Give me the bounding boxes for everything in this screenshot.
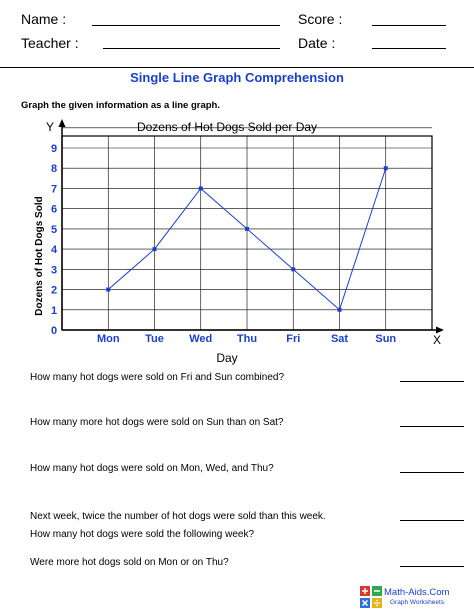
date-label: Date : [298, 35, 336, 51]
name-field[interactable] [92, 25, 280, 26]
data-point [245, 226, 249, 231]
data-point [383, 166, 388, 171]
instruction-text: Graph the given information as a line gr… [21, 100, 221, 111]
data-point [152, 247, 157, 252]
logo-name[interactable]: Math-Aids.Com [384, 587, 450, 598]
y-tick-label: 9 [51, 143, 57, 155]
line-chart: Y X Dozens of Hot Dogs Sold per Day Day … [34, 119, 444, 365]
x-tick-labels: Mon Tue Wed Thu Fri Sat Sun [97, 333, 396, 345]
data-point [106, 287, 111, 292]
y-tick-label: 4 [51, 244, 58, 256]
x-tick-label: Sat [331, 333, 348, 345]
x-tick-label: Sun [375, 333, 396, 345]
y-tick-labels: 0 1 2 3 4 5 6 7 8 9 [51, 143, 58, 337]
y-axis-letter: Y [46, 120, 54, 134]
question-4-line-1: Next week, twice the number of hot dogs … [30, 511, 326, 522]
x-tick-label: Tue [145, 333, 164, 345]
logo-subtitle: Graph Worksheets [390, 599, 445, 606]
y-tick-label: 7 [51, 183, 57, 195]
date-field[interactable] [372, 48, 446, 49]
y-tick-label: 5 [51, 224, 57, 236]
score-field[interactable] [372, 25, 446, 26]
worksheet-title: Single Line Graph Comprehension [130, 70, 344, 85]
y-tick-label: 6 [51, 204, 57, 216]
y-tick-label: 3 [51, 264, 57, 276]
name-label: Name : [21, 11, 67, 27]
x-tick-label: Mon [97, 333, 120, 345]
answer-line-2[interactable] [400, 426, 464, 427]
data-point [337, 307, 342, 312]
x-tick-label: Fri [286, 333, 300, 345]
series-points [106, 166, 388, 312]
x-tick-label: Wed [189, 333, 212, 345]
answer-line-1[interactable] [400, 381, 464, 382]
question-4-line-2: How many hot dogs were sold the followin… [30, 529, 255, 540]
teacher-field[interactable] [103, 48, 280, 49]
answer-line-5[interactable] [400, 566, 464, 567]
data-point [291, 267, 296, 272]
y-tick-label: 2 [51, 285, 57, 297]
data-point [198, 186, 203, 191]
question-5: Were more hot dogs sold on Mon or on Thu… [30, 557, 229, 568]
question-1: How many hot dogs were sold on Fri and S… [30, 372, 285, 383]
header-divider [0, 67, 474, 68]
y-tick-label: 1 [51, 305, 57, 317]
y-axis-label: Dozens of Hot Dogs Sold [34, 196, 45, 315]
teacher-label: Teacher : [21, 35, 79, 51]
question-2: How many more hot dogs were sold on Sun … [30, 417, 284, 428]
y-axis-arrow [58, 119, 66, 127]
x-axis-letter: X [433, 333, 441, 347]
chart-grid [62, 127, 432, 330]
calculator-icon [360, 586, 382, 608]
answer-line-3[interactable] [400, 472, 464, 473]
chart-title: Dozens of Hot Dogs Sold per Day [137, 120, 317, 134]
y-tick-label: 8 [51, 163, 57, 175]
x-tick-label: Thu [237, 333, 257, 345]
score-label: Score : [298, 11, 343, 27]
x-axis-arrow [436, 326, 444, 334]
answer-line-4[interactable] [400, 520, 464, 521]
question-3: How many hot dogs were sold on Mon, Wed,… [30, 463, 274, 474]
y-tick-label: 0 [51, 325, 57, 337]
x-axis-label: Day [216, 351, 237, 365]
